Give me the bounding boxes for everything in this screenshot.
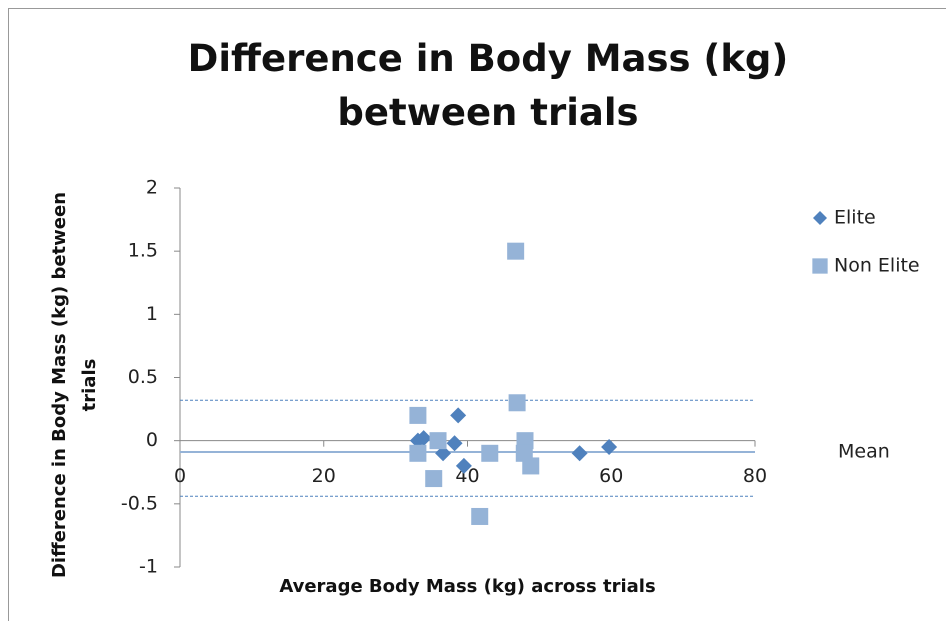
- point: [409, 406, 427, 424]
- y-tick-label: 1: [146, 303, 158, 325]
- point: [601, 438, 618, 455]
- point: [481, 444, 499, 462]
- reference-line-label: Mean: [838, 441, 890, 463]
- y-tick-label: 2: [146, 177, 158, 199]
- y-tick-label: -1: [139, 556, 158, 578]
- legend-label: Elite: [834, 207, 876, 229]
- legend-marker: [812, 258, 828, 274]
- y-axis-label: Difference in Body Mass (kg) between tri…: [49, 191, 100, 579]
- point: [455, 457, 472, 474]
- y-tick-label: 1.5: [128, 240, 158, 262]
- point: [571, 445, 588, 462]
- point: [409, 444, 427, 462]
- x-tick-label: 80: [743, 465, 767, 487]
- y-tick-label: -0.5: [121, 492, 158, 514]
- x-axis-label: Average Body Mass (kg) across trials: [279, 576, 656, 597]
- chart-frame: [8, 8, 946, 621]
- point: [508, 394, 526, 412]
- point: [435, 445, 452, 462]
- point: [471, 507, 489, 525]
- point: [450, 407, 467, 424]
- point: [429, 432, 447, 450]
- x-tick-label: 60: [599, 465, 623, 487]
- legend-label: Non Elite: [834, 255, 920, 277]
- point: [415, 430, 432, 447]
- y-tick-label: 0.5: [128, 366, 158, 388]
- chart-title: Difference in Body Mass (kg) between tri…: [187, 37, 789, 134]
- point: [507, 242, 525, 260]
- x-tick-label: 20: [312, 465, 336, 487]
- point: [425, 470, 443, 488]
- point: [522, 457, 540, 475]
- point: [446, 435, 463, 452]
- x-tick-label: 0: [174, 465, 186, 487]
- y-tick-label: 0: [146, 429, 158, 451]
- legend-marker: [813, 211, 827, 225]
